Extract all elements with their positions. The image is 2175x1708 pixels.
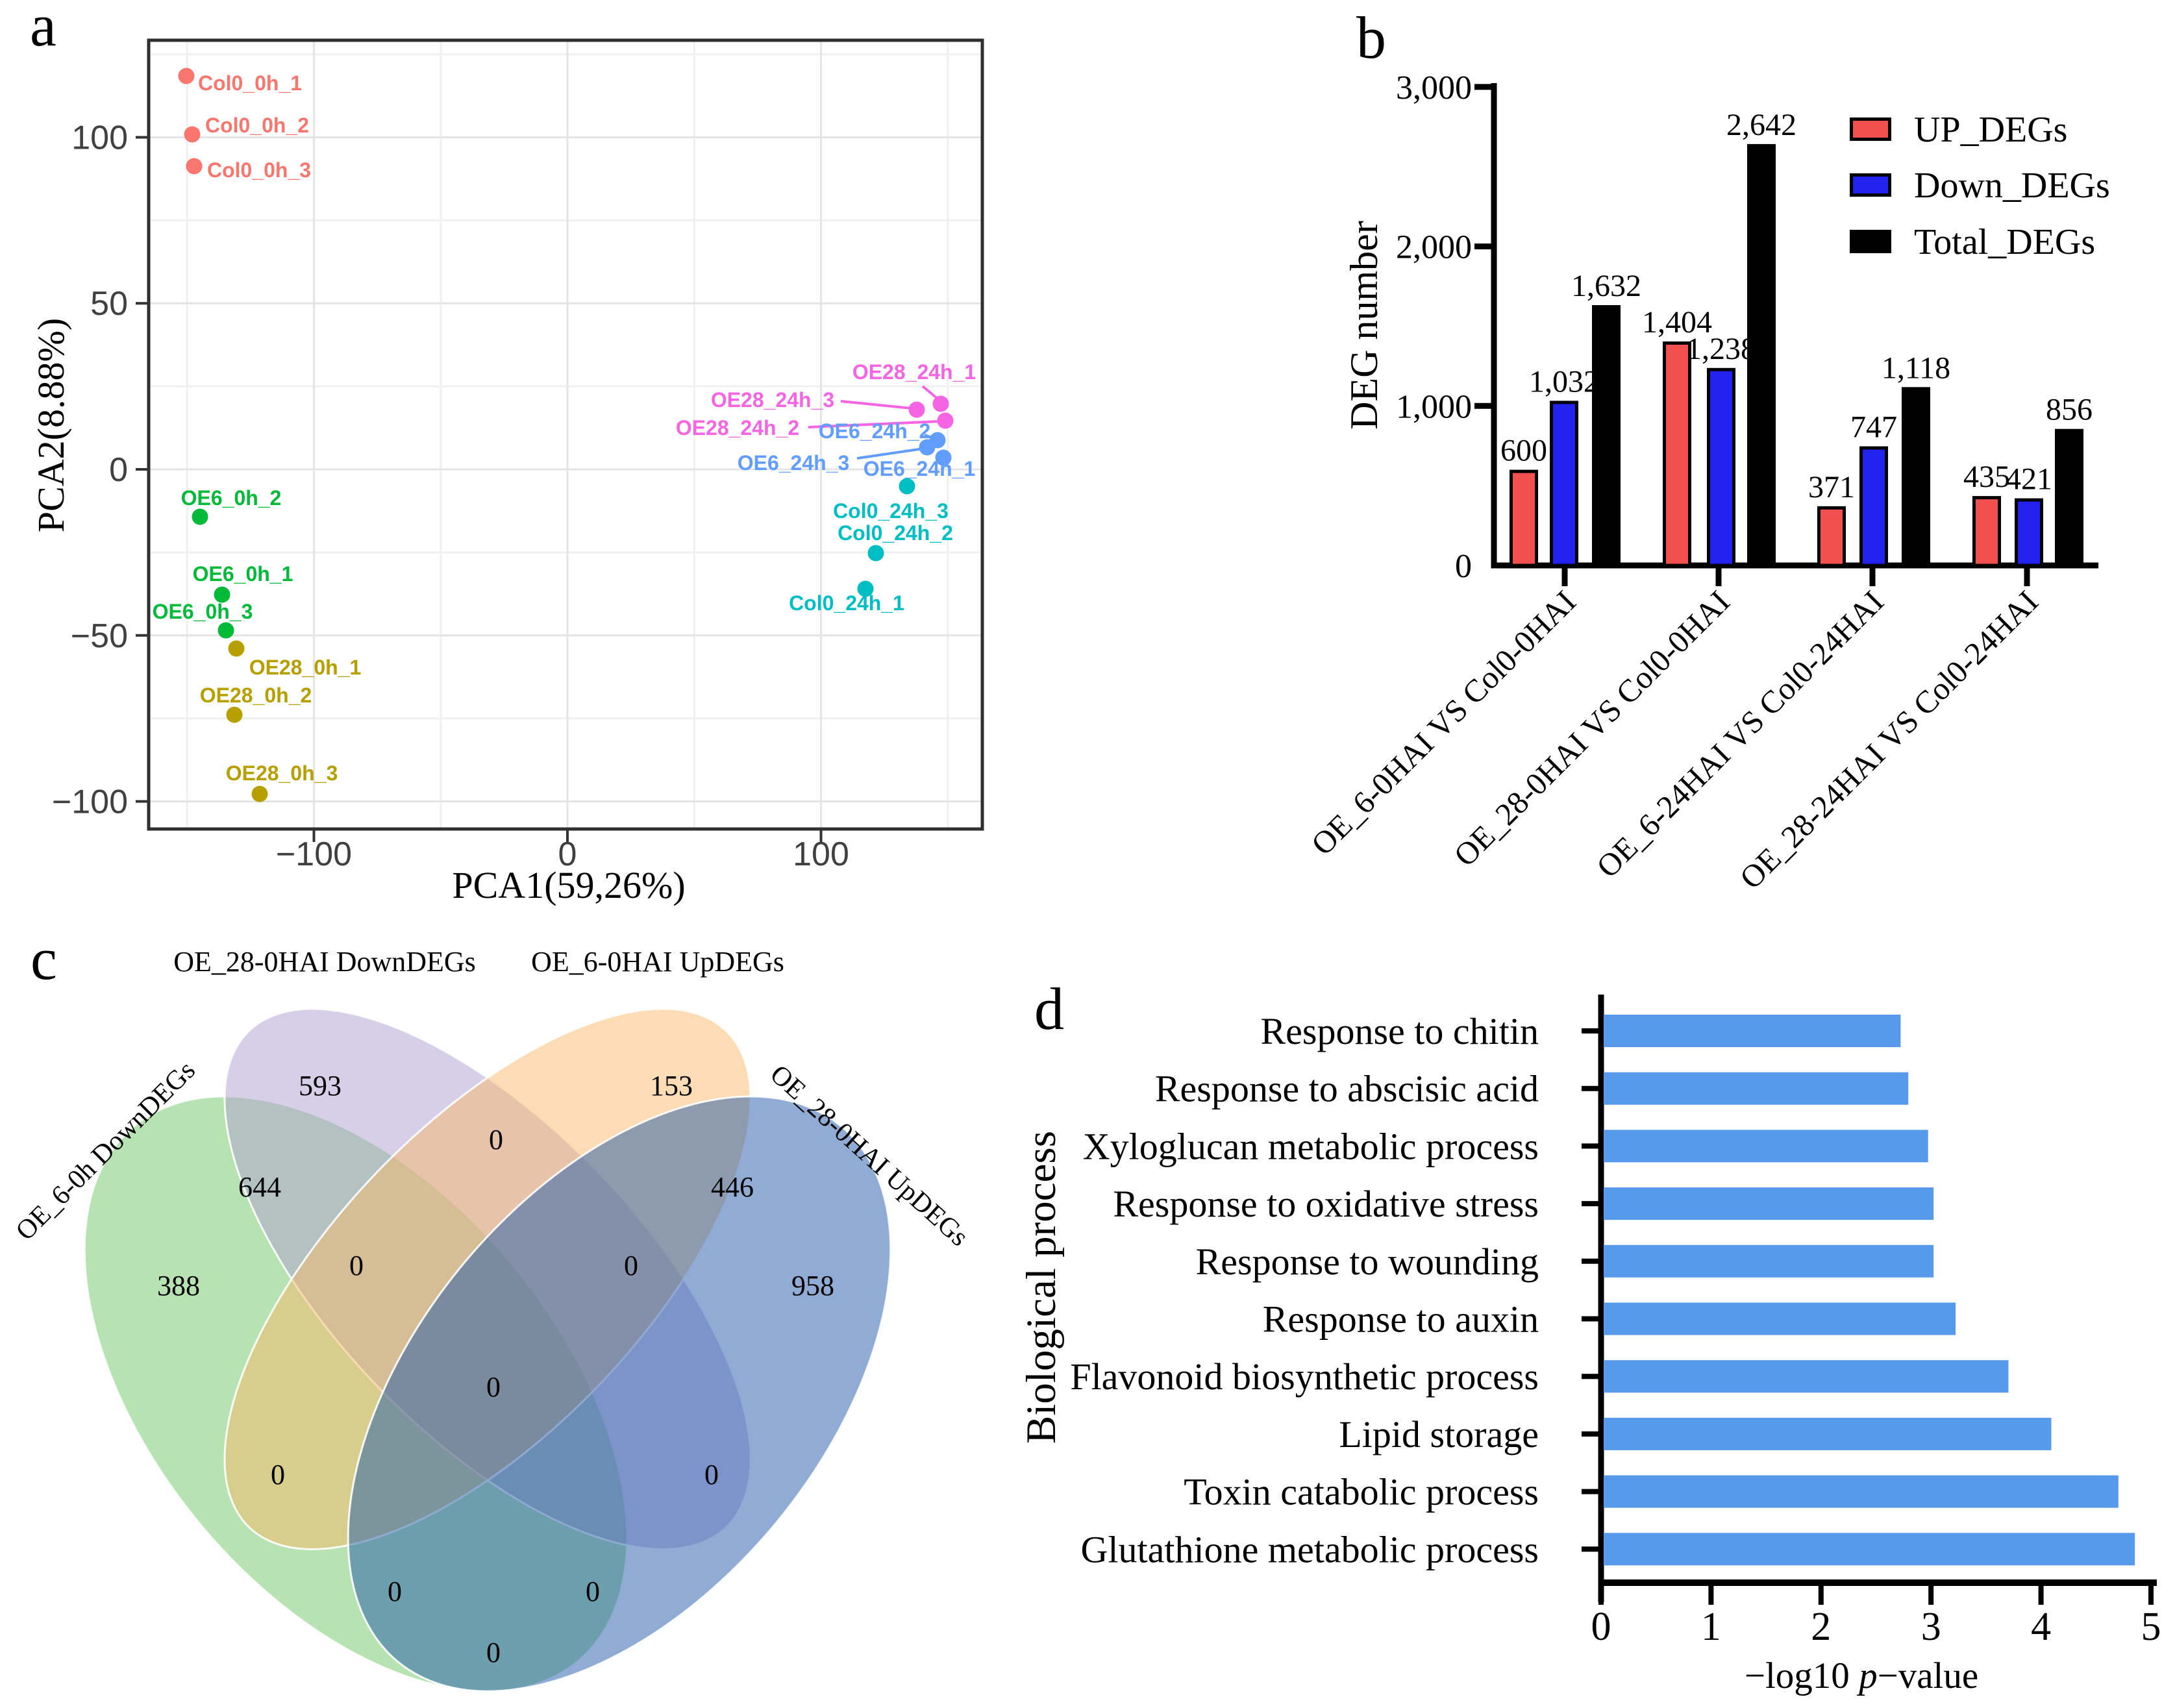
svg-text:OE28_0h_2: OE28_0h_2 [200, 684, 312, 707]
svg-text:−100: −100 [52, 784, 128, 821]
svg-text:747: 747 [1850, 410, 1897, 445]
svg-text:421: 421 [2006, 462, 2052, 497]
svg-text:371: 371 [1808, 470, 1855, 504]
svg-text:OE28_24h_3: OE28_24h_3 [711, 388, 834, 412]
svg-text:0: 0 [486, 1371, 501, 1403]
svg-text:Col0_0h_1: Col0_0h_1 [198, 71, 302, 95]
svg-text:Col0_0h_2: Col0_0h_2 [205, 114, 309, 137]
svg-text:PCA2(8.88%): PCA2(8.88%) [30, 318, 72, 532]
svg-text:0: 0 [1455, 548, 1472, 585]
svg-text:d: d [1034, 976, 1064, 1042]
svg-text:OE6_24h_1: OE6_24h_1 [864, 457, 976, 480]
svg-text:0: 0 [1591, 1605, 1611, 1649]
svg-text:−100: −100 [276, 835, 352, 873]
svg-text:0: 0 [704, 1459, 719, 1491]
svg-text:0: 0 [109, 451, 128, 489]
svg-text:Down_DEGs: Down_DEGs [1914, 166, 2110, 206]
svg-text:Glutathione metabolic process: Glutathione metabolic process [1081, 1528, 1539, 1570]
svg-text:100: 100 [71, 119, 128, 157]
svg-text:a: a [30, 0, 56, 58]
svg-text:0: 0 [349, 1250, 364, 1281]
svg-text:1,632: 1,632 [1571, 269, 1641, 303]
svg-text:0: 0 [586, 1576, 600, 1607]
svg-text:50: 50 [90, 285, 128, 323]
svg-text:−log10 p−value: −log10 p−value [1745, 1655, 1978, 1696]
svg-text:153: 153 [650, 1070, 693, 1102]
svg-text:OE6_0h_3: OE6_0h_3 [153, 600, 253, 623]
svg-text:100: 100 [793, 835, 849, 873]
svg-text:OE28_24h_1: OE28_24h_1 [852, 360, 976, 384]
svg-text:c: c [31, 926, 57, 992]
svg-text:OE28_24h_2: OE28_24h_2 [676, 416, 799, 439]
svg-text:2,000: 2,000 [1396, 229, 1472, 266]
svg-text:435: 435 [1963, 460, 2010, 494]
svg-text:0: 0 [624, 1250, 638, 1281]
svg-text:1,000: 1,000 [1396, 388, 1472, 425]
svg-text:0: 0 [486, 1637, 501, 1668]
svg-text:1,118: 1,118 [1882, 351, 1950, 385]
svg-text:3: 3 [1921, 1605, 1941, 1649]
svg-text:b: b [1356, 5, 1386, 71]
svg-text:OE6_0h_2: OE6_0h_2 [181, 486, 282, 510]
svg-text:OE6_24h_3: OE6_24h_3 [738, 451, 850, 475]
svg-text:Response to auxin: Response to auxin [1263, 1298, 1539, 1341]
svg-text:593: 593 [299, 1070, 342, 1102]
svg-text:856: 856 [2046, 393, 2093, 427]
svg-text:3,000: 3,000 [1396, 69, 1472, 106]
svg-text:1,238: 1,238 [1686, 332, 1756, 366]
svg-text:Flavonoid biosynthetic process: Flavonoid biosynthetic process [1070, 1355, 1539, 1398]
svg-text:0: 0 [388, 1576, 402, 1607]
svg-text:1: 1 [1701, 1605, 1721, 1649]
svg-text:0: 0 [271, 1459, 285, 1491]
svg-text:−50: −50 [71, 617, 128, 655]
svg-text:Col0_24h_1: Col0_24h_1 [789, 591, 904, 615]
svg-text:Response to wounding: Response to wounding [1196, 1241, 1539, 1283]
svg-text:2,642: 2,642 [1726, 108, 1796, 142]
svg-text:Response to abscisic acid: Response to abscisic acid [1155, 1068, 1539, 1110]
svg-text:Biological process: Biological process [1018, 1131, 1065, 1444]
svg-text:388: 388 [157, 1270, 200, 1302]
svg-text:Col0_24h_3: Col0_24h_3 [833, 499, 949, 523]
svg-text:0: 0 [558, 835, 577, 873]
svg-text:Lipid storage: Lipid storage [1339, 1413, 1539, 1455]
svg-text:Col0_0h_3: Col0_0h_3 [207, 158, 311, 182]
svg-text:Response to oxidative stress: Response to oxidative stress [1113, 1183, 1539, 1225]
svg-text:1,404: 1,404 [1642, 305, 1712, 340]
svg-text:Xyloglucan metabolic process: Xyloglucan metabolic process [1083, 1125, 1539, 1167]
svg-text:1,032: 1,032 [1529, 364, 1599, 399]
svg-text:600: 600 [1500, 434, 1547, 468]
svg-text:4: 4 [2031, 1605, 2051, 1649]
svg-text:DEG number: DEG number [1343, 221, 1386, 430]
svg-text:446: 446 [711, 1171, 754, 1203]
svg-text:Response to chitin: Response to chitin [1260, 1010, 1539, 1052]
svg-text:OE_6-0HAI UpDEGs: OE_6-0HAI UpDEGs [531, 946, 784, 978]
svg-text:OE_28-0HAI DownDEGs: OE_28-0HAI DownDEGs [173, 946, 476, 978]
svg-text:5: 5 [2141, 1605, 2161, 1649]
svg-text:958: 958 [791, 1270, 834, 1302]
svg-text:0: 0 [489, 1124, 503, 1156]
svg-text:Toxin catabolic process: Toxin catabolic process [1184, 1471, 1539, 1513]
svg-text:PCA1(59,26%): PCA1(59,26%) [452, 864, 685, 906]
svg-text:2: 2 [1811, 1605, 1831, 1649]
svg-text:UP_DEGs: UP_DEGs [1914, 110, 2067, 150]
svg-text:Col0_24h_2: Col0_24h_2 [838, 521, 953, 545]
svg-text:OE28_0h_1: OE28_0h_1 [249, 656, 362, 679]
svg-text:644: 644 [238, 1171, 281, 1203]
svg-text:OE6_0h_1: OE6_0h_1 [193, 562, 293, 586]
svg-text:OE6_24h_2: OE6_24h_2 [819, 419, 931, 443]
svg-text:OE28_0h_3: OE28_0h_3 [226, 761, 338, 785]
svg-text:Total_DEGs: Total_DEGs [1914, 222, 2095, 262]
